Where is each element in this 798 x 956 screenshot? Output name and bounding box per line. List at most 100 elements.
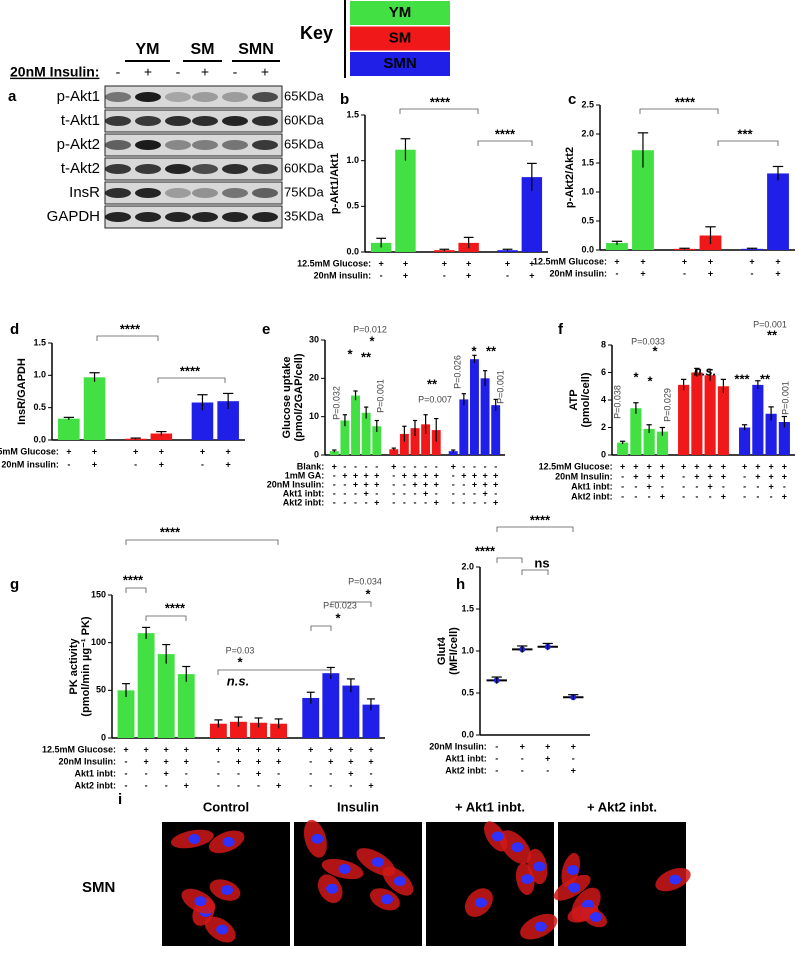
condition-sign: + — [529, 270, 534, 280]
condition-sign: - — [354, 461, 357, 471]
condition-sign: - — [424, 497, 427, 507]
significance-label: P=0.034 — [348, 576, 382, 586]
condition-sign: - — [354, 497, 357, 507]
condition-sign: - — [392, 479, 395, 489]
significance-label: * — [347, 346, 353, 361]
condition-sign: - — [237, 780, 240, 790]
y-tick-label: 0.5 — [581, 215, 594, 225]
condition-sign: + — [768, 471, 773, 481]
panel-label: c — [568, 91, 576, 108]
condition-label: Akt1 inbt: — [445, 753, 487, 763]
condition-sign: - — [462, 479, 465, 489]
cell-nucleus — [222, 836, 235, 847]
condition-sign: + — [660, 461, 665, 471]
condition-sign: - — [521, 753, 524, 763]
condition-label: Akt1 inbt: — [571, 481, 613, 491]
panel-label: e — [262, 321, 270, 338]
condition-sign: + — [707, 481, 712, 491]
significance-label: ** — [427, 376, 438, 391]
condition-sign: + — [742, 461, 747, 471]
significance-bracket — [330, 601, 372, 607]
condition-sign: + — [368, 744, 373, 754]
cell-nucleus — [566, 864, 579, 875]
treatment-label: 20nM Insulin: — [10, 64, 99, 80]
y-tick-label: 150 — [91, 589, 106, 599]
y-tick-label: 100 — [91, 637, 106, 647]
condition-sign: - — [682, 491, 685, 501]
condition-sign: - — [365, 461, 368, 471]
key-swatch — [350, 1, 450, 25]
cell-nucleus — [533, 861, 546, 872]
condition-sign: - — [369, 768, 372, 778]
bar — [617, 442, 629, 455]
condition-sign: - — [506, 270, 509, 280]
bar — [250, 722, 267, 738]
image-label: + Akt1 inbt. — [455, 799, 525, 814]
bar — [491, 405, 501, 455]
condition-sign: + — [412, 479, 417, 489]
condition-sign: - — [201, 459, 204, 469]
condition-sign: + — [482, 488, 487, 498]
bar — [83, 377, 106, 440]
bar — [137, 633, 155, 738]
significance-label: P=0.03 — [226, 645, 255, 655]
condition-sign: - — [743, 481, 746, 491]
scale-bar-label: 50µm — [754, 918, 782, 930]
condition-sign: + — [721, 471, 726, 481]
bar — [767, 173, 789, 250]
condition-sign: - — [452, 497, 455, 507]
condition-sign: - — [403, 497, 406, 507]
significance-label: P=0.001 — [753, 319, 787, 329]
condition-sign: - — [125, 780, 128, 790]
significance-label: **** — [530, 512, 551, 527]
condition-sign: + — [164, 756, 169, 766]
blot-band — [165, 92, 191, 102]
condition-sign: - — [484, 497, 487, 507]
condition-sign: + — [364, 488, 369, 498]
condition-sign: - — [648, 491, 651, 501]
condition-sign: - — [349, 780, 352, 790]
blot-row-size: 65KDa — [284, 88, 325, 103]
condition-sign: - — [634, 491, 637, 501]
bar — [362, 704, 380, 738]
panel-label: i — [118, 791, 122, 808]
condition-label: 20nM insulin: — [549, 268, 607, 278]
condition-sign: + — [520, 741, 525, 751]
blot-band — [222, 92, 248, 102]
condition-sign: + — [614, 256, 619, 266]
blot-band — [192, 116, 218, 126]
bar — [191, 402, 214, 440]
blot-row-size: 60KDa — [284, 160, 325, 175]
bar — [302, 697, 320, 738]
condition-sign: + — [749, 256, 754, 266]
blot-band — [165, 212, 191, 222]
condition-sign: - — [615, 268, 618, 278]
y-tick-label: 4 — [601, 394, 606, 404]
cell-nucleus — [669, 874, 682, 885]
condition-label: 20nM insulin: — [314, 270, 372, 280]
condition-sign: - — [722, 481, 725, 491]
condition-sign: - — [452, 479, 455, 489]
significance-label: P=0.007 — [418, 394, 452, 404]
condition-sign: - — [309, 780, 312, 790]
condition-sign: + — [466, 270, 471, 280]
condition-sign: + — [391, 461, 396, 471]
bar — [389, 449, 399, 455]
cell-nucleus — [188, 834, 201, 845]
condition-label: Akt2 inbt: — [571, 491, 613, 501]
condition-sign: - — [67, 459, 70, 469]
significance-label: P=0.033 — [631, 336, 665, 346]
y-tick-label: 20 — [309, 373, 319, 383]
condition-sign: + — [236, 744, 241, 754]
blot-row-label: InsR — [69, 184, 100, 201]
condition-sign: + — [755, 471, 760, 481]
significance-bracket — [145, 615, 187, 621]
y-tick-label: 0.5 — [346, 201, 359, 211]
condition-sign: + — [256, 744, 261, 754]
condition-sign: - — [435, 461, 438, 471]
y-tick-label: 0.0 — [461, 729, 474, 739]
condition-sign: - — [621, 491, 624, 501]
bar — [704, 375, 716, 455]
significance-label: ** — [760, 371, 771, 386]
condition-sign: + — [256, 768, 261, 778]
